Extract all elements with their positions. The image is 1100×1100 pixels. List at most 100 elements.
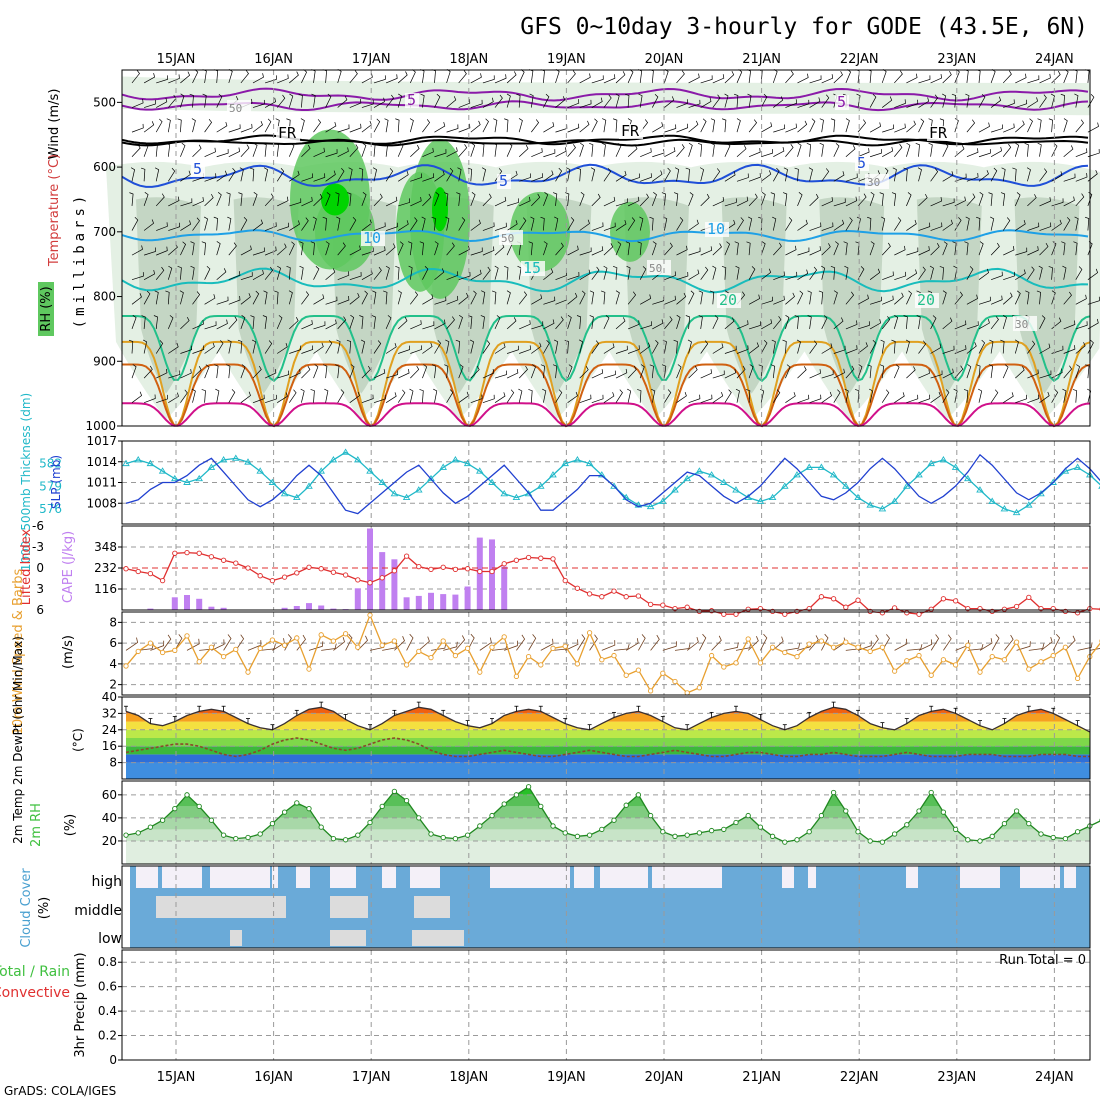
wind-barb — [821, 343, 833, 354]
lifted-index-line-point — [1026, 594, 1032, 601]
wind-barb — [773, 316, 782, 330]
wind-barb — [156, 75, 168, 84]
wind-barb — [419, 241, 424, 256]
lifted-index-line-point — [355, 577, 361, 583]
wind-barb — [335, 192, 340, 206]
wind-barb — [458, 70, 467, 84]
wind10m-line-point — [403, 662, 410, 668]
wind-barb — [310, 241, 315, 256]
wind-barb — [951, 93, 957, 108]
wind-barb — [721, 118, 727, 133]
wind-barb — [567, 391, 578, 403]
wind-barb — [1002, 364, 1009, 379]
contour-label: 10 — [707, 220, 725, 238]
wind-barb — [481, 290, 486, 305]
wind-barb — [712, 315, 719, 330]
wind-barb — [882, 124, 894, 133]
thickness-line-point — [683, 474, 691, 482]
wind-barb — [540, 216, 545, 231]
rh2m-line-point — [647, 812, 654, 819]
wind-barb — [673, 192, 679, 206]
wind-barb — [661, 192, 666, 206]
rh2m-line-point — [513, 792, 520, 798]
wind-barb — [724, 317, 735, 330]
wind-barb — [192, 291, 201, 305]
wind-barb — [349, 364, 355, 379]
rh2m-line-point — [586, 832, 593, 838]
wind-barb — [361, 192, 367, 207]
wind-barb — [385, 94, 395, 108]
wind10m-line-point — [562, 643, 568, 649]
wind-barb — [434, 268, 445, 280]
wind-barb — [168, 370, 181, 379]
thickness-line-point — [927, 459, 935, 467]
thickness-line-point — [537, 482, 545, 489]
wind-barb — [156, 246, 168, 256]
contour-label: 20 — [917, 291, 935, 309]
wind-barb — [360, 339, 366, 354]
wind-barb — [531, 342, 542, 354]
wind-barb — [639, 193, 649, 207]
wind-barb — [1039, 73, 1051, 84]
thickness-line-point — [890, 497, 899, 504]
lifted-index-line-point — [464, 566, 471, 572]
wind-barb — [869, 241, 875, 256]
wind-barb — [1063, 320, 1076, 330]
wind-barb — [168, 74, 180, 84]
rh-shade-core — [1014, 197, 1080, 394]
wind-barb — [1048, 266, 1053, 280]
contour-label-bg — [835, 95, 849, 110]
wind-barb — [349, 216, 357, 231]
wind-barb — [288, 290, 293, 305]
wind-barb — [664, 242, 673, 256]
wind-barb — [615, 198, 628, 207]
wind-barb — [494, 392, 506, 403]
wind-barb — [1002, 70, 1012, 84]
thickness-line-point — [768, 493, 777, 501]
cloud-high-gap — [652, 866, 722, 888]
thickness-line-point — [732, 486, 740, 493]
wind-barb — [555, 389, 563, 403]
wind-barb — [555, 316, 564, 330]
thickness-line-point — [195, 474, 203, 482]
thickness-line-point — [878, 505, 887, 512]
wind-barb — [131, 364, 137, 379]
wind-barb — [1000, 339, 1005, 354]
wind-barb — [216, 192, 222, 207]
wind-barb — [906, 366, 916, 379]
cloud-cover-panel — [121, 865, 1091, 949]
wind10m-line-point — [477, 669, 483, 675]
wind-barb — [1051, 290, 1056, 305]
wind-barb — [881, 389, 890, 403]
wind-barb — [578, 339, 584, 354]
wind-barb — [1051, 241, 1057, 256]
wind-barb — [143, 73, 156, 84]
lifted-index-line-point — [233, 560, 239, 566]
lifted-index-line-point — [952, 598, 959, 604]
wind-barb — [1015, 120, 1025, 133]
cloud-level-middle: middle — [74, 903, 122, 919]
wind-barb — [383, 290, 388, 305]
wind-barb — [615, 170, 627, 182]
wind-barb — [591, 266, 600, 280]
wind-barb — [661, 364, 667, 379]
wind-barb — [422, 147, 434, 158]
wind10m-line-point — [501, 634, 507, 640]
wind-barb — [288, 93, 294, 108]
bottom-date-label: 20JAN — [645, 1070, 684, 1085]
cloud-low-gap — [412, 930, 464, 946]
wind-barb — [579, 394, 592, 404]
wind-barb — [349, 314, 355, 330]
rh2m-line-point — [440, 834, 446, 841]
wind-barb — [579, 269, 591, 281]
wind-barb — [239, 167, 244, 182]
wind10m-barb — [162, 634, 172, 651]
wind-barb — [638, 93, 643, 108]
wind-barb — [748, 193, 758, 207]
wind-barb — [869, 149, 882, 158]
wind-barb — [434, 93, 441, 108]
wind-barb — [213, 216, 218, 231]
wind-barb — [540, 364, 545, 379]
wind-barb — [177, 118, 182, 133]
wind-barb — [446, 147, 458, 158]
